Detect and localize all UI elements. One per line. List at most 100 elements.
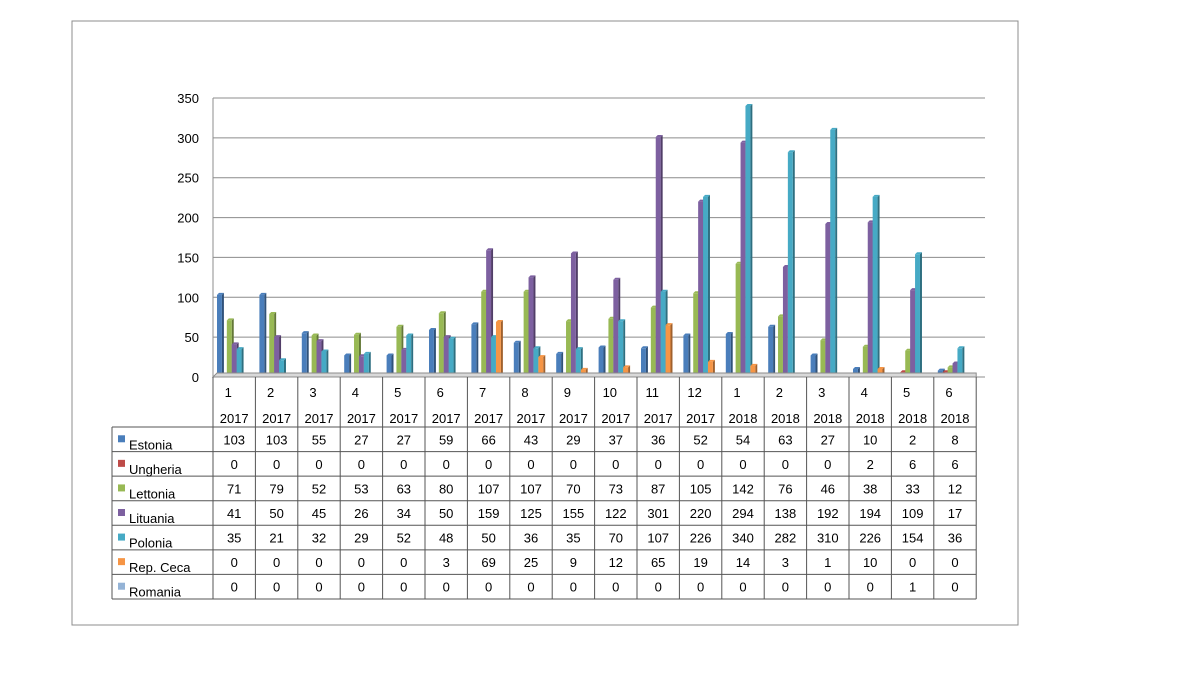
- table-cell-value: 1: [824, 555, 831, 570]
- bar: [683, 335, 689, 377]
- y-tick-label: 150: [177, 250, 199, 265]
- bar: [825, 223, 831, 377]
- x-tick-month-label: 5: [394, 385, 401, 400]
- bar: [471, 324, 477, 377]
- bar-side: [815, 353, 818, 377]
- bar: [867, 222, 873, 377]
- bar: [947, 367, 953, 377]
- x-tick-year-label: 2017: [686, 411, 715, 426]
- bar-side: [500, 319, 503, 377]
- bar: [301, 333, 307, 377]
- table-cell-value: 0: [570, 457, 577, 472]
- bar-top: [396, 324, 404, 327]
- table-cell-value: 33: [905, 481, 919, 496]
- legend-key: [118, 558, 125, 566]
- y-tick-label: 350: [177, 91, 199, 106]
- bar: [910, 290, 916, 377]
- bar: [556, 353, 562, 377]
- bar-top: [915, 252, 922, 255]
- table-cell-value: 0: [485, 580, 492, 595]
- bar-top: [448, 336, 456, 339]
- table-cell-value: 0: [824, 580, 831, 595]
- table-cell-value: 340: [732, 531, 754, 546]
- table-cell-value: 52: [397, 531, 411, 546]
- bar-top: [613, 277, 621, 280]
- x-tick-month-label: 1: [733, 385, 740, 400]
- bar-top: [872, 194, 880, 197]
- bar-side: [221, 292, 224, 377]
- bar: [707, 361, 713, 377]
- bar: [618, 321, 624, 377]
- table-cell-value: 294: [732, 506, 754, 521]
- x-tick-year-label: 2017: [220, 411, 249, 426]
- table-cell-value: 0: [231, 580, 238, 595]
- bar-top: [513, 340, 521, 343]
- data-table: 1201722017320174201752017620177201782017…: [111, 377, 977, 600]
- table-cell-value: 27: [821, 432, 835, 447]
- bar-top: [316, 339, 324, 342]
- bar-side: [623, 319, 626, 377]
- table-cell-value: 0: [739, 457, 746, 472]
- table-cell-value: 0: [782, 580, 789, 595]
- y-tick-label: 50: [185, 330, 199, 345]
- x-tick-year-label: 2017: [601, 411, 630, 426]
- bar: [528, 277, 534, 377]
- y-tick-label: 300: [177, 131, 199, 146]
- bar-side: [391, 353, 394, 377]
- table-cell-value: 2: [909, 432, 916, 447]
- x-tick-year-label: 2017: [474, 411, 503, 426]
- x-tick-month-label: 4: [352, 385, 359, 400]
- bar: [915, 254, 920, 377]
- bar: [745, 105, 751, 377]
- table-cell-value: 0: [697, 580, 704, 595]
- x-tick-year-label: 2018: [856, 411, 885, 426]
- legend-series-label: Rep. Ceca: [129, 560, 191, 575]
- chart-floor: [211, 372, 977, 378]
- x-tick-year-label: 2018: [729, 411, 758, 426]
- table-cell-value: 10: [863, 432, 877, 447]
- bar: [217, 294, 222, 377]
- bar: [396, 326, 402, 377]
- bar: [598, 347, 604, 377]
- x-tick-month-label: 10: [603, 385, 617, 400]
- bar: [311, 335, 317, 377]
- table-cell-value: 1: [909, 580, 916, 595]
- bar: [641, 348, 646, 377]
- table-cell-value: 71: [227, 481, 241, 496]
- bar: [735, 263, 741, 377]
- bar: [778, 316, 783, 377]
- table-cell-value: 29: [354, 531, 368, 546]
- x-tick-month-label: 3: [818, 385, 825, 400]
- bar-top: [217, 292, 224, 295]
- x-tick-month-label: 11: [645, 385, 659, 400]
- table-cell-value: 54: [736, 432, 750, 447]
- bar-top: [231, 342, 239, 345]
- bar-side: [306, 331, 309, 377]
- bar-side: [368, 351, 371, 377]
- bar-top: [877, 367, 885, 370]
- bar-top: [269, 312, 277, 315]
- bar-top: [301, 331, 309, 334]
- bar-top: [236, 347, 244, 350]
- legend-series-label: Lituania: [129, 511, 175, 526]
- table-cell-value: 87: [651, 481, 665, 496]
- bar-side: [543, 355, 546, 377]
- table-cell-value: 0: [400, 580, 407, 595]
- bar-side: [241, 347, 244, 377]
- x-tick-year-label: 2017: [389, 411, 418, 426]
- bar: [575, 349, 581, 377]
- legend-key: [118, 582, 125, 590]
- bar-top: [406, 333, 414, 336]
- bar-side: [670, 323, 673, 377]
- table-cell-value: 0: [358, 580, 365, 595]
- table-cell-value: 35: [227, 531, 241, 546]
- bar-top: [703, 194, 710, 197]
- legend-key: [118, 459, 125, 467]
- bar: [269, 314, 275, 377]
- table-cell-value: 43: [524, 432, 538, 447]
- x-tick-year-label: 2018: [941, 411, 970, 426]
- table-cell-value: 55: [312, 432, 326, 447]
- bar-top: [937, 368, 945, 371]
- table-cell-value: 66: [481, 432, 495, 447]
